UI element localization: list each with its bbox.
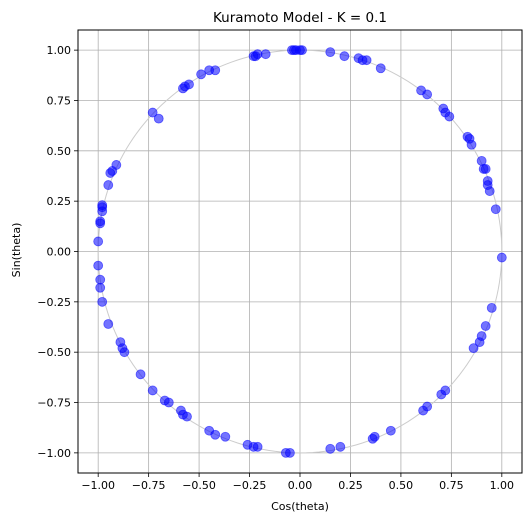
data-point bbox=[103, 180, 114, 190]
x-axis-label: Cos(theta) bbox=[271, 500, 329, 513]
data-point bbox=[480, 321, 491, 331]
data-points bbox=[93, 45, 507, 458]
data-point bbox=[490, 204, 501, 215]
data-point bbox=[147, 107, 158, 118]
x-tick-label: −0.25 bbox=[233, 479, 267, 492]
reference-circle bbox=[97, 49, 503, 454]
data-point bbox=[496, 252, 507, 263]
data-point bbox=[111, 160, 122, 170]
data-point bbox=[97, 296, 108, 307]
data-point bbox=[95, 216, 106, 227]
data-point bbox=[418, 405, 429, 416]
x-tick-label: −0.75 bbox=[132, 479, 166, 492]
y-axis-label: Sin(theta) bbox=[10, 223, 23, 278]
y-tick-label: 0.50 bbox=[47, 145, 72, 158]
grid-lines bbox=[78, 30, 522, 473]
y-tick-label: 0.75 bbox=[47, 94, 72, 107]
y-axis-ticks: −1.00 −0.75 −0.50 −0.25 0.00 0.25 0.50 0.75 1.00 bbox=[37, 44, 78, 460]
y-tick-label: −0.75 bbox=[37, 397, 71, 410]
data-point bbox=[184, 79, 194, 90]
data-point bbox=[95, 282, 106, 293]
y-tick-label: −1.00 bbox=[37, 447, 71, 460]
data-point bbox=[486, 302, 497, 313]
data-point bbox=[466, 139, 477, 150]
data-point bbox=[280, 447, 291, 458]
data-point bbox=[204, 425, 215, 436]
data-point bbox=[103, 319, 114, 329]
data-point bbox=[325, 443, 336, 454]
data-point bbox=[474, 337, 485, 348]
x-axis-ticks: −1.00 −0.75 −0.50 −0.25 0.00 0.25 0.50 0.75 1.00 bbox=[81, 473, 514, 492]
y-tick-label: 0.25 bbox=[47, 195, 72, 208]
data-point bbox=[135, 369, 146, 380]
x-tick-label: 0.25 bbox=[338, 479, 363, 492]
data-point bbox=[210, 65, 221, 76]
data-point bbox=[153, 113, 164, 124]
data-point bbox=[260, 49, 271, 60]
data-point bbox=[476, 155, 487, 166]
data-point bbox=[176, 405, 186, 416]
data-point bbox=[325, 47, 336, 58]
data-point bbox=[361, 55, 372, 66]
data-point bbox=[339, 51, 350, 62]
y-tick-label: 1.00 bbox=[47, 44, 72, 57]
data-point bbox=[147, 385, 158, 396]
data-point bbox=[252, 49, 263, 60]
x-tick-label: −0.50 bbox=[182, 479, 216, 492]
y-tick-label: 0.00 bbox=[47, 246, 72, 259]
data-point bbox=[367, 433, 378, 444]
data-point bbox=[297, 45, 307, 56]
data-point bbox=[93, 236, 104, 247]
x-tick-label: 0.75 bbox=[439, 479, 464, 492]
data-point bbox=[95, 274, 106, 285]
data-point bbox=[220, 431, 231, 442]
data-point bbox=[468, 343, 479, 354]
data-point bbox=[159, 395, 170, 406]
data-point bbox=[97, 200, 108, 211]
x-tick-label: 0.50 bbox=[389, 479, 414, 492]
data-point bbox=[422, 89, 433, 100]
data-point bbox=[242, 439, 253, 450]
data-point bbox=[385, 425, 396, 436]
data-point bbox=[484, 186, 495, 196]
x-tick-label: 1.00 bbox=[490, 479, 515, 492]
data-point bbox=[335, 441, 346, 452]
x-tick-label: 0.00 bbox=[288, 479, 313, 492]
y-tick-label: −0.25 bbox=[37, 296, 71, 309]
data-point bbox=[375, 63, 386, 74]
data-point bbox=[480, 164, 491, 174]
data-point bbox=[93, 260, 104, 271]
x-tick-label: −1.00 bbox=[81, 479, 115, 492]
data-point bbox=[436, 389, 447, 400]
y-tick-label: −0.50 bbox=[37, 346, 71, 359]
data-point bbox=[115, 337, 126, 348]
chart-title: Kuramoto Model - K = 0.1 bbox=[213, 10, 387, 26]
data-point bbox=[444, 111, 455, 122]
data-point bbox=[196, 69, 207, 80]
plot-area bbox=[77, 29, 523, 474]
